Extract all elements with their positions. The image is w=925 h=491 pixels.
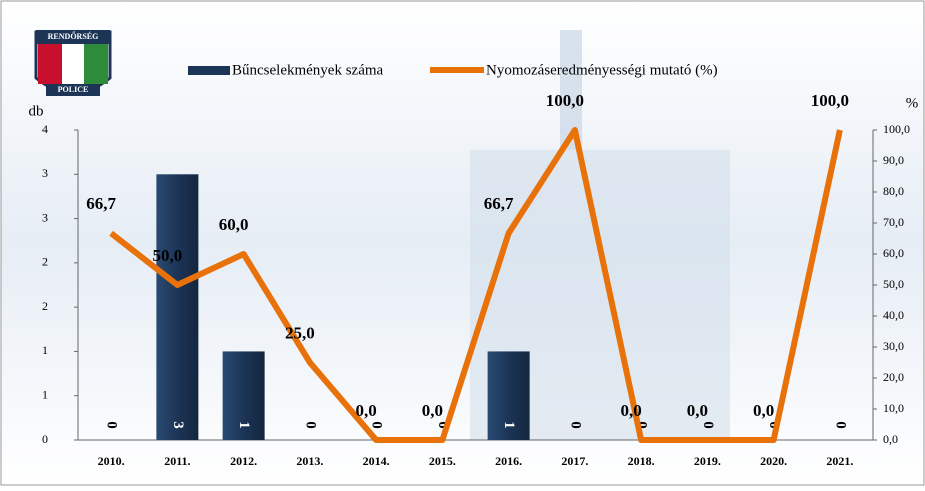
x-tick-label: 2016. [495,454,522,468]
background-tower [560,30,582,150]
y2-axis-label: % [906,95,919,111]
x-tick-label: 2011. [164,454,190,468]
logo-bottom: POLICE [58,85,89,94]
bar-value-label: 0 [634,421,650,429]
bar-value-label: 0 [567,421,583,429]
y-tick-label: 3 [42,210,48,224]
y2-tick-label: 10,0 [883,401,904,415]
bar [222,351,265,440]
line-value-label: 0,0 [687,401,708,420]
y-tick-label: 1 [42,387,48,401]
y2-tick-label: 0,0 [883,432,898,446]
y-tick-label: 2 [42,299,48,313]
line-value-label: 100,0 [546,91,584,110]
y2-tick-label: 60,0 [883,246,904,260]
bar [156,174,199,441]
line-value-label: 0,0 [356,401,377,420]
x-tick-label: 2017. [561,454,588,468]
bar-value-label: 1 [236,421,252,429]
line-value-label: 25,0 [285,323,315,342]
x-tick-label: 2020. [760,454,787,468]
line-value-label: 50,0 [153,246,183,265]
line-value-label: 0,0 [621,401,642,420]
x-tick-label: 2018. [628,454,655,468]
logo-band [36,30,110,44]
x-tick-label: 2010. [98,454,125,468]
y-tick-label: 3 [42,166,48,180]
legend-label: Nyomozáseredményességi mutató (%) [486,62,718,78]
x-tick-label: 2021. [826,454,853,468]
y-axis-label: db [29,103,44,119]
x-tick-label: 2012. [230,454,257,468]
line-value-label: 100,0 [811,91,849,110]
y-tick-label: 0 [42,432,48,446]
bar-value-label: 0 [302,421,318,429]
bar-value-label: 1 [501,421,517,429]
line-value-label: 0,0 [753,401,774,420]
bar-value-label: 0 [369,421,385,429]
logo-band [46,84,100,96]
line-value-label: 66,7 [484,194,514,213]
line-value-label: 0,0 [422,401,443,420]
y-tick-label: 2 [42,255,48,269]
y2-tick-label: 40,0 [883,308,904,322]
y2-tick-label: 50,0 [883,277,904,291]
logo: RENDŐRSÉG POLICE [34,30,112,96]
x-tick-label: 2013. [296,454,323,468]
bar-value-label: 0 [435,421,451,429]
bar-value-label: 3 [170,421,186,429]
line-value-label: 60,0 [219,215,249,234]
x-tick-label: 2019. [694,454,721,468]
y2-tick-label: 80,0 [883,184,904,198]
bar-value-label: 0 [832,421,848,429]
bar [487,351,530,440]
logo-top: RENDŐRSÉG [48,31,99,41]
logo-green [84,44,108,84]
x-tick-label: 2015. [429,454,456,468]
y2-tick-label: 30,0 [883,339,904,353]
line [109,127,843,443]
y2-tick-label: 100,0 [883,122,910,136]
legend-swatch [188,66,230,75]
bar-value-label: 0 [700,421,716,429]
legend-label: Bűncselekmények száma [232,62,384,78]
line-value-label: 66,7 [86,194,116,213]
logo-red [38,44,62,84]
y-tick-label: 4 [42,122,48,136]
y2-tick-label: 70,0 [883,215,904,229]
y2-tick-label: 90,0 [883,153,904,167]
bar-value-label: 0 [104,421,120,429]
y-tick-label: 1 [42,343,48,357]
y2-tick-label: 20,0 [883,370,904,384]
x-tick-label: 2014. [363,454,390,468]
